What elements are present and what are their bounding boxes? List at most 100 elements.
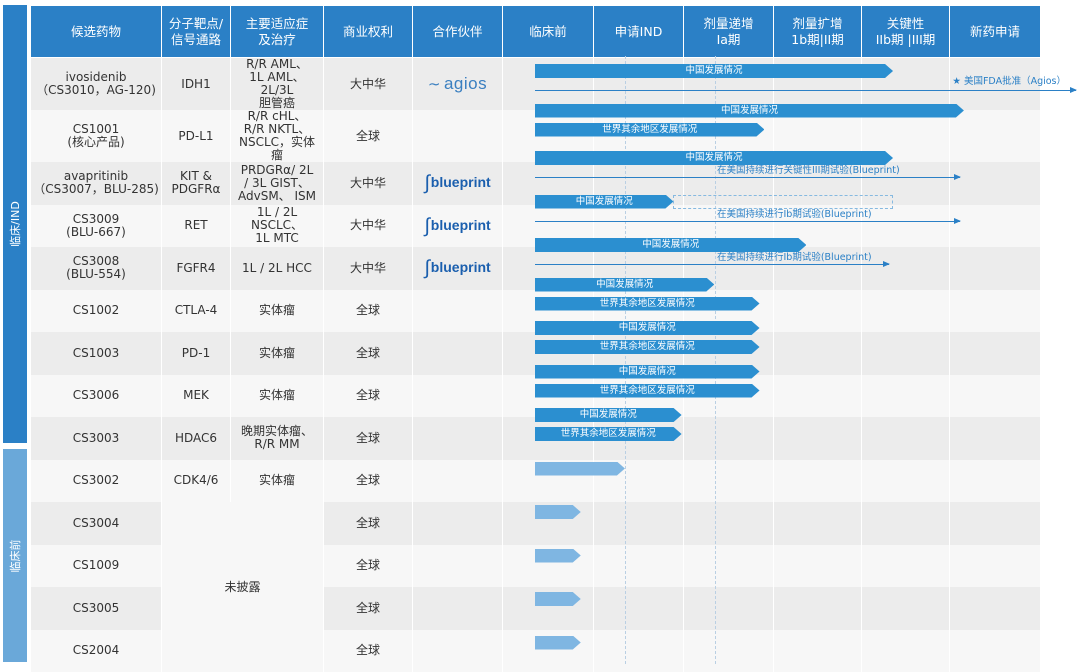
phase-cell xyxy=(950,587,1041,630)
phase-cell xyxy=(594,162,684,205)
phase-cell xyxy=(862,110,950,162)
phase-cell xyxy=(774,205,862,248)
partner-cell: ∫blueprint xyxy=(413,247,503,290)
target-cell: MEK xyxy=(162,375,231,418)
partner-cell xyxy=(413,375,503,418)
rights-cell: 全球 xyxy=(324,332,413,375)
phase-cell xyxy=(862,545,950,588)
phase-cell xyxy=(684,460,774,503)
phase-cell xyxy=(774,58,862,111)
target-cell: PD-1 xyxy=(162,332,231,375)
phase-cell xyxy=(684,205,774,248)
phase-cell xyxy=(774,247,862,290)
phase-cell xyxy=(862,332,950,375)
target-cell: IDH1 xyxy=(162,58,231,111)
header-nda: 新药申请 xyxy=(950,6,1041,58)
phase-cell xyxy=(684,375,774,418)
phase-cell xyxy=(774,587,862,630)
partner-cell xyxy=(413,545,503,588)
indication-cell: 1L / 2L HCC xyxy=(231,247,324,290)
phase-cell xyxy=(950,332,1041,375)
phase-cell xyxy=(774,502,862,545)
phase-cell xyxy=(862,247,950,290)
target-cell: CDK4/6 xyxy=(162,460,231,503)
phase-cell xyxy=(774,417,862,460)
rights-cell: 全球 xyxy=(324,290,413,333)
partner-cell xyxy=(413,110,503,162)
phase-cell xyxy=(503,375,594,418)
indication-cell: 1L / 2L NSCLC、1L MTC xyxy=(231,205,324,248)
phase-cell xyxy=(684,332,774,375)
partner-cell: ∫blueprint xyxy=(413,205,503,248)
candidate-name: CS3009(BLU-667) xyxy=(31,205,162,248)
phase-cell xyxy=(503,587,594,630)
rights-cell: 大中华 xyxy=(324,58,413,111)
phase-cell xyxy=(594,247,684,290)
phase-cell xyxy=(594,417,684,460)
blueprint-logo: ∫blueprint xyxy=(424,259,490,275)
partner-cell xyxy=(413,630,503,672)
phase-cell xyxy=(684,110,774,162)
phase-cell xyxy=(774,332,862,375)
candidate-name: CS3006 xyxy=(31,375,162,418)
indication-cell: 实体瘤 xyxy=(231,375,324,418)
phase-cell xyxy=(503,630,594,672)
phase-cell xyxy=(594,58,684,111)
indication-cell: 实体瘤 xyxy=(231,290,324,333)
phase-cell xyxy=(950,375,1041,418)
phase-cell xyxy=(774,375,862,418)
blueprint-logo: ∫blueprint xyxy=(424,174,490,190)
phase-cell xyxy=(862,502,950,545)
phase-cell xyxy=(594,375,684,418)
phase-cell xyxy=(684,290,774,333)
phase-cell xyxy=(684,417,774,460)
phase-cell xyxy=(950,545,1041,588)
phase-cell xyxy=(950,58,1041,111)
candidate-name: CS1002 xyxy=(31,290,162,333)
phase-cell xyxy=(594,545,684,588)
phase-cell xyxy=(503,290,594,333)
phase-cell xyxy=(950,110,1041,162)
candidate-name: CS1001(核心产品) xyxy=(31,110,162,162)
sidebar-preclinical-label: 临床前 xyxy=(7,539,23,572)
phase-cell xyxy=(503,417,594,460)
phase-cell xyxy=(503,332,594,375)
rights-cell: 全球 xyxy=(324,587,413,630)
target-cell: RET xyxy=(162,205,231,248)
phase-cell xyxy=(774,290,862,333)
phase-cell xyxy=(503,110,594,162)
target-cell: FGFR4 xyxy=(162,247,231,290)
sidebar-preclinical: 临床前 xyxy=(3,449,27,662)
candidate-name: CS3005 xyxy=(31,587,162,630)
partner-cell: ∫blueprint xyxy=(413,162,503,205)
partner-cell: ∼agios xyxy=(413,58,503,111)
phase-cell xyxy=(774,545,862,588)
undisclosed-cell: 未披露 xyxy=(162,502,324,672)
indication-cell: 晚期实体瘤、R/R MM xyxy=(231,417,324,460)
phase-cell xyxy=(950,630,1041,672)
rights-cell: 大中华 xyxy=(324,247,413,290)
rights-cell: 全球 xyxy=(324,630,413,672)
phase-cell xyxy=(503,58,594,111)
indication-cell: PRDGRα/ 2L/ 3L GIST、AdvSM、 ISM xyxy=(231,162,324,205)
target-cell: KIT & PDGFRα xyxy=(162,162,231,205)
phase-cell xyxy=(594,630,684,672)
candidate-name: CS3003 xyxy=(31,417,162,460)
phase-cell xyxy=(503,502,594,545)
partner-cell xyxy=(413,417,503,460)
phase-cell xyxy=(862,205,950,248)
rights-cell: 全球 xyxy=(324,545,413,588)
phase-cell xyxy=(503,205,594,248)
phase-cell xyxy=(774,162,862,205)
header-indication: 主要适应症及治疗 xyxy=(231,6,324,58)
blueprint-logo: ∫blueprint xyxy=(424,217,490,233)
indication-cell: R/R cHL、R/R NKTL、NSCLC，实体瘤 xyxy=(231,110,324,162)
phase-cell xyxy=(684,545,774,588)
